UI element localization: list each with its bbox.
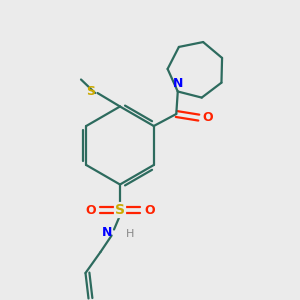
Text: O: O bbox=[85, 203, 96, 217]
Text: N: N bbox=[102, 226, 112, 239]
Text: O: O bbox=[202, 111, 213, 124]
Text: S: S bbox=[115, 203, 125, 217]
Text: N: N bbox=[172, 77, 183, 90]
Text: H: H bbox=[125, 229, 134, 239]
Text: S: S bbox=[86, 85, 95, 98]
Text: O: O bbox=[144, 203, 154, 217]
